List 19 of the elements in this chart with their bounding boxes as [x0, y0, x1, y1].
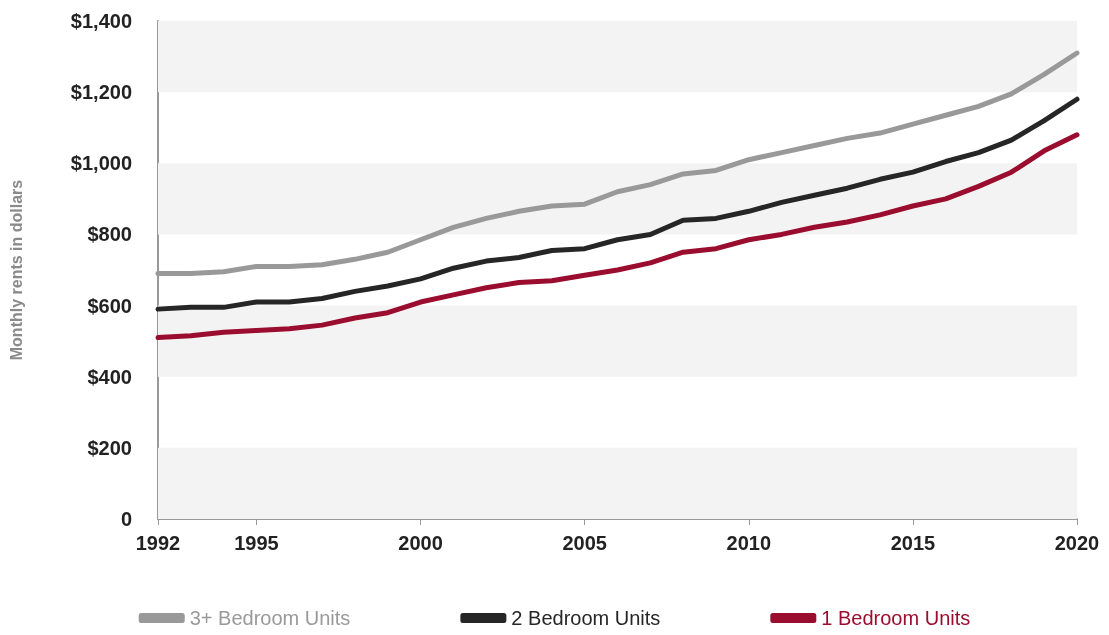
y-tick-label: $1,400 — [70, 10, 132, 32]
y-tick-label: $200 — [87, 436, 132, 459]
y-axis-title: Monthly rents in dollars — [7, 179, 25, 361]
x-tick-label: 1992 — [135, 532, 181, 554]
x-tick-label: 1995 — [234, 532, 279, 554]
y-tick-label: $600 — [87, 294, 132, 317]
y-tick-label: $800 — [87, 223, 132, 246]
x-tick-label: 2005 — [562, 532, 607, 554]
legend-label: 2 Bedroom Units — [511, 607, 661, 629]
x-tick-label: 2010 — [726, 532, 772, 554]
y-tick-label: $400 — [87, 365, 132, 388]
legend-label: 1 Bedroom Units — [821, 607, 971, 629]
legend-label: 3+ Bedroom Units — [189, 607, 351, 629]
x-tick-label: 2015 — [890, 532, 936, 554]
y-tick-label: 0 — [120, 508, 132, 530]
x-tick-label: 2000 — [398, 532, 443, 554]
y-tick-label: $1,200 — [70, 81, 132, 104]
x-tick-label: 2020 — [1054, 532, 1100, 554]
y-tick-label: $1,000 — [70, 152, 132, 175]
